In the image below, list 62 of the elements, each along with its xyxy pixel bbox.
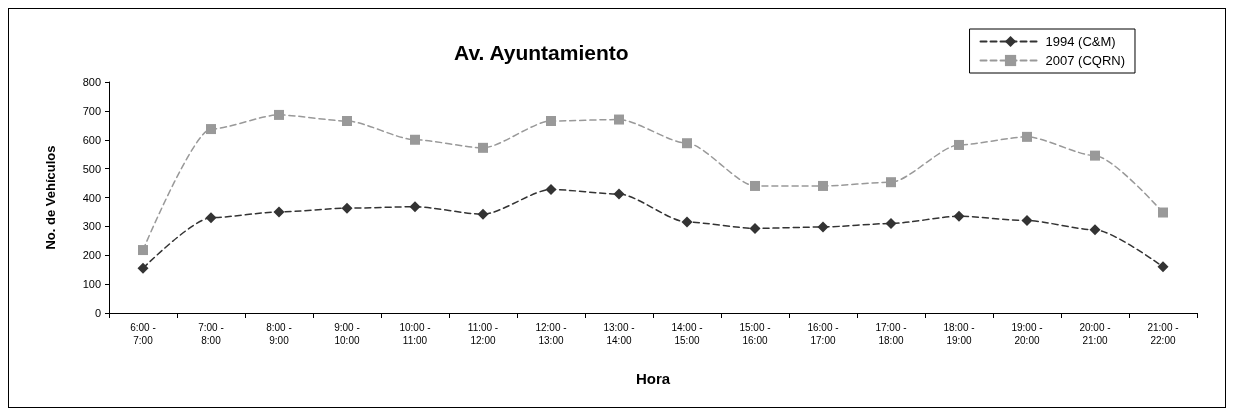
y-tick-label: 600: [82, 133, 101, 146]
y-tick-label: 0: [94, 307, 101, 319]
legend-label: 1994 (C&M): [1045, 34, 1116, 49]
x-tick-label: 17:00 - 18:00: [875, 322, 907, 346]
point: [545, 183, 557, 195]
x-tick-label: 21:00 - 22:00: [1147, 322, 1179, 346]
point: [1157, 261, 1169, 273]
y-tick-label: 800: [82, 76, 101, 88]
x-tick-label: 9:00 - 10:00: [334, 322, 360, 346]
point: [409, 201, 421, 213]
point: [273, 206, 285, 218]
x-tick-label: 12:00 - 13:00: [535, 322, 567, 346]
point: [749, 222, 761, 234]
point: [682, 138, 692, 149]
x-tick-label: 19:00 - 20:00: [1011, 322, 1043, 346]
y-tick-label: 700: [82, 104, 101, 117]
point: [1158, 207, 1168, 218]
point: [274, 109, 284, 120]
x-tick-label: 16:00 - 17:00: [807, 322, 839, 346]
point: [410, 134, 420, 145]
point: [954, 139, 964, 150]
y-axis-title: No. de Vehículos: [43, 145, 58, 250]
point: [478, 142, 488, 153]
x-tick-label: 13:00 - 14:00: [603, 322, 635, 346]
point: [477, 208, 489, 220]
x-tick-label: 20:00 - 21:00: [1079, 322, 1111, 346]
x-tick-label: 6:00 - 7:00: [130, 322, 156, 346]
point: [818, 180, 828, 191]
x-tick-label: 11:00 - 12:00: [467, 322, 499, 346]
point: [1022, 131, 1032, 142]
y-tick-label: 300: [82, 220, 101, 233]
y-tick-label: 400: [82, 191, 101, 204]
point: [1090, 150, 1100, 161]
y-tick-label: 500: [82, 162, 101, 175]
point: [817, 221, 829, 233]
point: [1089, 224, 1101, 236]
point: [1021, 215, 1033, 227]
point: [206, 124, 216, 135]
x-tick-label: 14:00 - 15:00: [671, 322, 703, 346]
point: [137, 262, 149, 274]
x-tick-label: 7:00 - 8:00: [198, 322, 224, 346]
point: [613, 188, 625, 200]
point: [205, 212, 217, 224]
point: [885, 217, 897, 229]
x-tick-label: 10:00 - 11:00: [399, 322, 431, 346]
point: [614, 114, 624, 125]
x-tick-label: 18:00 - 19:00: [943, 322, 975, 346]
point: [341, 202, 353, 214]
x-tick-label: 15:00 - 16:00: [739, 322, 771, 346]
point: [681, 216, 693, 228]
point: [750, 180, 760, 191]
y-tick-label: 200: [82, 249, 101, 262]
point: [342, 115, 352, 126]
point: [953, 210, 965, 222]
legend-label: 2007 (CQRN): [1045, 53, 1125, 68]
x-tick-label: 8:00 - 9:00: [266, 322, 292, 346]
point: [138, 245, 148, 256]
y-tick-label: 100: [82, 278, 101, 291]
chart-title: Av. Ayuntamiento: [454, 41, 629, 64]
point: [886, 177, 896, 188]
x-axis-title: Hora: [635, 370, 671, 387]
point: [546, 115, 556, 126]
